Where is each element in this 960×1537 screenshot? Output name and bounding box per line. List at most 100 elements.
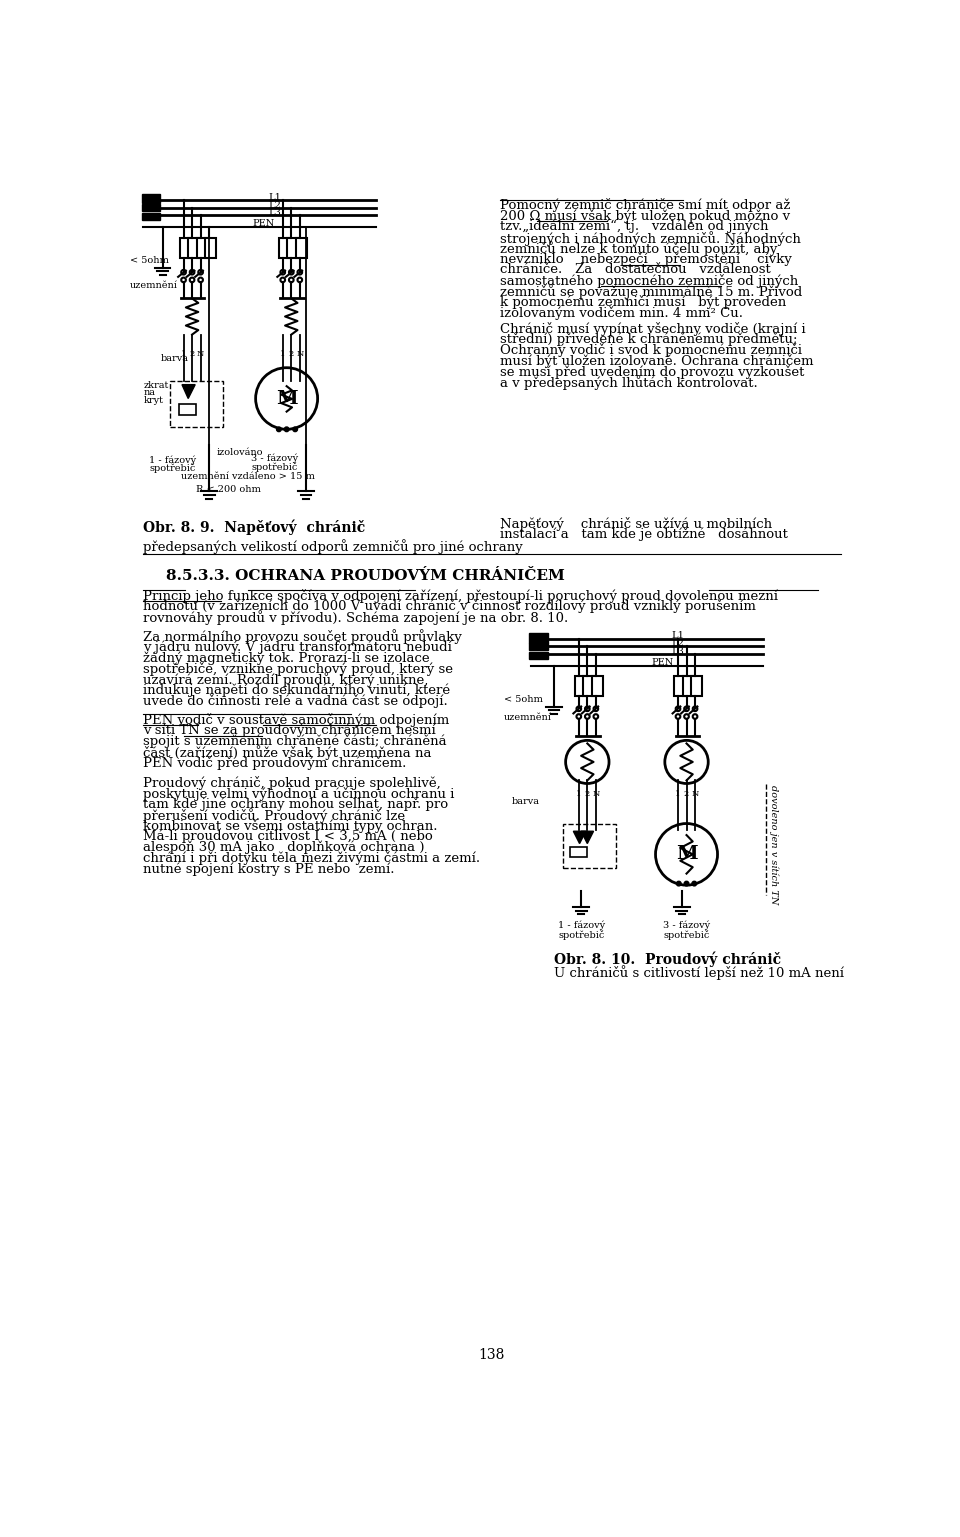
Bar (529, 633, 548, 642)
Bar (278, 238, 290, 258)
Circle shape (255, 367, 318, 429)
Bar (142, 204, 160, 212)
Text: Ochranný vodič i svod k pomocnému zemniči: Ochranný vodič i svod k pomocnému zemnič… (500, 343, 802, 357)
Text: spotřebič: spotřebič (559, 930, 605, 939)
Text: PEN: PEN (252, 220, 275, 227)
Text: L3: L3 (672, 647, 684, 656)
Circle shape (289, 278, 294, 283)
Text: kombinovat se všemi ostatními typy ochran.: kombinovat se všemi ostatními typy ochra… (143, 819, 438, 833)
Text: přerušení vodičů. Proudový chránič lze: přerušení vodičů. Proudový chránič lze (143, 808, 405, 822)
Text: nutné spojení kostry s PE nebo  zemí.: nutné spojení kostry s PE nebo zemí. (143, 862, 395, 876)
Text: Pomocný zemnič chrániče smí mít odpor až: Pomocný zemnič chrániče smí mít odpor až (500, 198, 790, 212)
Bar (529, 652, 548, 659)
Text: tam kde jiné ochrany mohou selhat, např. pro: tam kde jiné ochrany mohou selhat, např.… (143, 798, 448, 812)
Circle shape (684, 707, 689, 712)
Text: nevzniklo    nebezpečí    přemostění    cívky: nevzniklo nebezpečí přemostění cívky (500, 252, 792, 266)
Text: Napěťový    chránič se užívá u mobilních: Napěťový chránič se užívá u mobilních (500, 516, 772, 532)
Text: 3 - fázový: 3 - fázový (663, 921, 710, 930)
Circle shape (593, 707, 598, 712)
Circle shape (298, 271, 302, 275)
Text: kryt: kryt (143, 397, 163, 406)
Text: zemničů se považuje minimálně 15 m. Přívod: zemničů se považuje minimálně 15 m. Přív… (500, 284, 802, 300)
Text: M: M (276, 389, 298, 407)
Text: 138: 138 (479, 1348, 505, 1362)
Text: tzv.„ideální zemi“, tj.   vzdálen od jiných: tzv.„ideální zemi“, tj. vzdálen od jinýc… (500, 220, 768, 234)
Bar (170, 381, 223, 427)
Bar (683, 676, 693, 696)
Bar (179, 404, 196, 415)
Circle shape (199, 278, 203, 283)
Text: L1: L1 (269, 194, 281, 201)
Text: v jádru nulový. V jádru transformátoru nebudí: v jádru nulový. V jádru transformátoru n… (143, 641, 452, 653)
Text: PEN: PEN (652, 658, 674, 667)
Circle shape (298, 278, 302, 283)
Text: k pomocnému zemniči musí   být proveden: k pomocnému zemniči musí být proveden (500, 295, 786, 309)
Text: rovnováhy proudů v přívodu). Schéma zapojení je na obr. 8. 10.: rovnováhy proudů v přívodu). Schéma zapo… (143, 610, 568, 626)
Text: spotřebiče, vznikne poruchový proud, který se: spotřebiče, vznikne poruchový proud, kte… (143, 662, 453, 676)
Text: N: N (691, 790, 699, 798)
Circle shape (684, 715, 689, 719)
Bar (188, 238, 199, 258)
Text: uzemnění: uzemnění (130, 281, 178, 289)
Bar (564, 824, 616, 868)
Text: dovoleno jen v sítích TN: dovoleno jen v sítích TN (769, 785, 778, 905)
Text: L2: L2 (672, 639, 684, 649)
Bar (592, 676, 603, 696)
Text: 200 Ω musí však být uložen pokud možno v: 200 Ω musí však být uložen pokud možno v (500, 209, 790, 223)
Circle shape (190, 271, 194, 275)
Text: barva: barva (512, 798, 540, 807)
Text: v síti TN se za proudovým chráničem nesmí: v síti TN se za proudovým chráničem nesm… (143, 724, 436, 738)
Bar (296, 238, 307, 258)
Bar (674, 676, 685, 696)
Text: U chráničů s citlivostí lepší než 10 mA není: U chráničů s citlivostí lepší než 10 mA … (554, 965, 844, 981)
Polygon shape (573, 832, 586, 844)
Circle shape (181, 278, 186, 283)
Circle shape (585, 707, 589, 712)
Circle shape (280, 271, 285, 275)
Text: M: M (676, 845, 697, 864)
Circle shape (676, 707, 681, 712)
Text: hodnotu (v zařízeních do 1000 V uvádí chránič v činnost rozdílový proud vzniklý : hodnotu (v zařízeních do 1000 V uvádí ch… (143, 599, 756, 613)
Text: PEN vodič v soustavě samočinným odpojením: PEN vodič v soustavě samočinným odpojení… (143, 713, 449, 727)
Text: barva: barva (160, 354, 188, 363)
Text: 3 - fázový: 3 - fázový (252, 453, 299, 464)
Text: N: N (296, 350, 303, 358)
Circle shape (190, 278, 194, 283)
Circle shape (676, 715, 681, 719)
Circle shape (585, 715, 589, 719)
Text: Princip jeho funkce spočíva v odpojení zařízení, přestoupí-li poruchový proud do: Princip jeho funkce spočíva v odpojení z… (143, 589, 779, 603)
Bar (584, 676, 594, 696)
Circle shape (289, 271, 294, 275)
Text: na: na (143, 389, 156, 398)
Text: Obr. 8. 9.  Napěťový  chránič: Obr. 8. 9. Napěťový chránič (143, 520, 366, 535)
Circle shape (276, 427, 281, 432)
Circle shape (181, 271, 186, 275)
Text: uzemnění vzdáleno > 15 m: uzemnění vzdáleno > 15 m (180, 472, 315, 481)
Polygon shape (182, 384, 195, 398)
Text: 2: 2 (189, 350, 195, 358)
Text: izolovaným vodičem min. 4 mm² Cu.: izolovaným vodičem min. 4 mm² Cu. (500, 306, 743, 320)
Text: Za normálního provozu součet proudů průvlaky: Za normálního provozu součet proudů prův… (143, 630, 462, 644)
Text: chrániče.   Za   dostatečnou   vzdálenost: chrániče. Za dostatečnou vzdálenost (500, 263, 771, 277)
Text: Obr. 8. 10.  Proudový chránič: Obr. 8. 10. Proudový chránič (554, 951, 781, 967)
Text: L1: L1 (672, 632, 684, 639)
Text: alespoň 30 mA jako   doplňková ochrana ): alespoň 30 mA jako doplňková ochrana ) (143, 841, 424, 855)
Text: spojit s uzemňením chráněné části; chráněná: spojit s uzemňením chráněné části; chrán… (143, 735, 446, 749)
Bar (287, 238, 299, 258)
Text: izolováno: izolováno (217, 447, 263, 456)
Bar (529, 644, 548, 650)
Circle shape (656, 824, 717, 885)
Circle shape (284, 427, 289, 432)
Text: Proudový chránič, pokud pracuje spolehlivě,: Proudový chránič, pokud pracuje spolehli… (143, 776, 441, 790)
Circle shape (665, 741, 708, 784)
Text: 1: 1 (576, 790, 582, 798)
Text: část (zařízení) může však být uzemňena na: část (zařízení) může však být uzemňena n… (143, 745, 432, 759)
Text: poskytuje velmi výhodnou a účinnou ochranu i: poskytuje velmi výhodnou a účinnou ochra… (143, 787, 455, 801)
Circle shape (693, 707, 697, 712)
Circle shape (684, 881, 689, 885)
Bar (575, 676, 586, 696)
Text: a v předepsaných lhůtách kontrolovat.: a v předepsaných lhůtách kontrolovat. (500, 375, 757, 390)
Bar (691, 676, 702, 696)
Text: spotřebič: spotřebič (252, 461, 299, 472)
Circle shape (692, 881, 697, 885)
